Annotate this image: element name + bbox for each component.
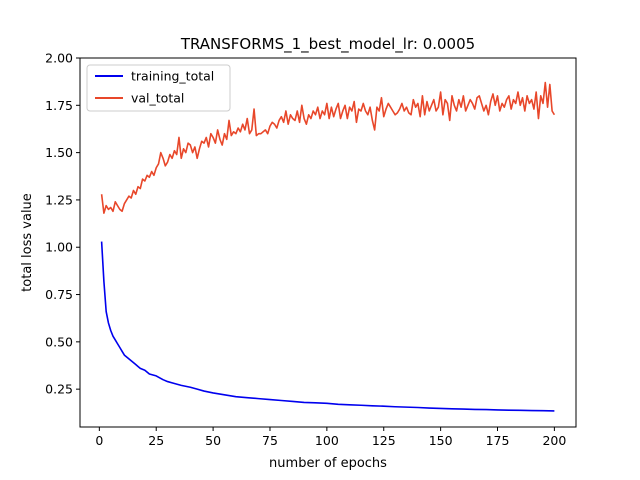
y-tick-label: 1.25 [45, 192, 73, 207]
x-tick-label: 125 [372, 433, 396, 448]
chart-title: TRANSFORMS_1_best_model_lr: 0.0005 [180, 35, 475, 54]
x-tick-label: 25 [148, 433, 164, 448]
y-tick-label: 2.00 [45, 51, 73, 66]
x-tick-label: 150 [429, 433, 453, 448]
series-line-val-total [100, 81, 556, 214]
series-line-training-total [100, 241, 555, 412]
plot-frame [79, 57, 577, 428]
y-tick-label: 1.75 [45, 98, 73, 113]
y-tick-label: 0.75 [45, 287, 73, 302]
y-axis-label: total loss value [20, 193, 35, 292]
legend-label-training-total: training_total [131, 69, 214, 84]
x-tick-label: 100 [315, 433, 339, 448]
x-tick-label: 75 [262, 433, 278, 448]
plot-area [79, 57, 577, 428]
y-tick-label: 1.00 [45, 240, 73, 255]
y-tick-label: 0.25 [45, 382, 73, 397]
x-tick-label: 50 [205, 433, 221, 448]
y-axis: 0.25 0.50 0.75 1.00 1.25 1.50 1.75 2.00 [45, 51, 80, 397]
y-tick-label: 0.50 [45, 334, 73, 349]
y-tick-label: 1.50 [45, 145, 73, 160]
series-layer [100, 81, 556, 412]
x-tick-label: 175 [486, 433, 510, 448]
x-tick-label: 0 [95, 433, 103, 448]
x-axis: 0 25 50 75 100 125 150 175 200 [95, 427, 566, 448]
legend: training_total val_total [86, 64, 231, 112]
x-axis-label: number of epochs [269, 456, 387, 471]
legend-label-val-total: val_total [131, 91, 184, 106]
x-tick-label: 200 [542, 433, 566, 448]
